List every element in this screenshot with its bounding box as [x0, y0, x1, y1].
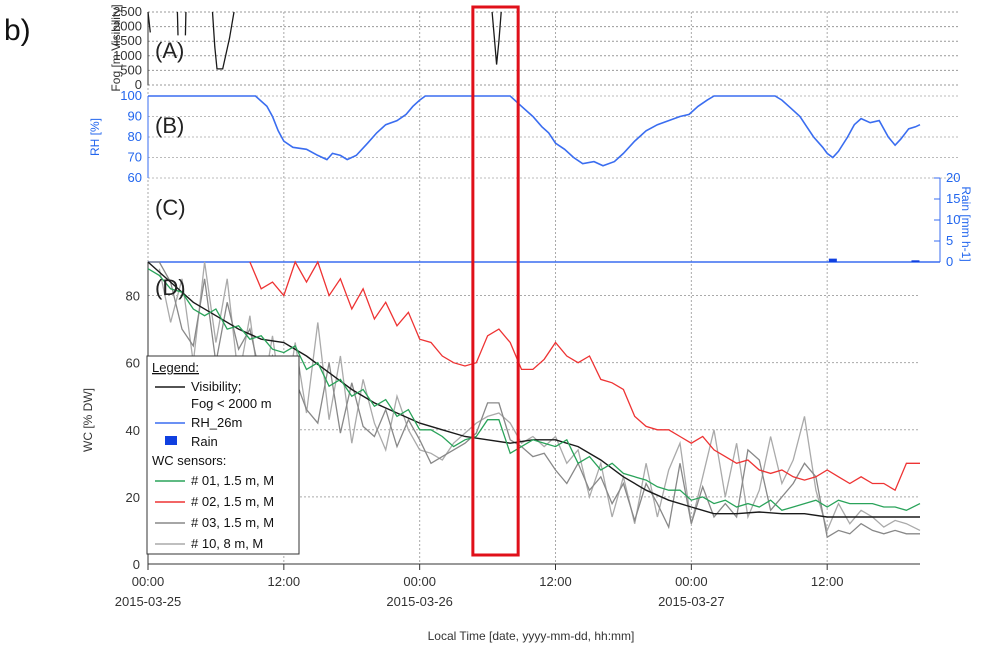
wc-axis-title: WC [% DW]: [81, 388, 95, 452]
fog-tick-label: 1000: [113, 48, 142, 63]
fog-tick-label: 2500: [113, 4, 142, 19]
rain-bar: [828, 258, 837, 262]
x-tick-time: 12:00: [268, 574, 301, 589]
panel-labels: (A) (B) (C) (D): [155, 38, 186, 300]
wc-tick-label: 0: [133, 557, 140, 572]
rain-tick-label: 20: [946, 170, 960, 185]
highlight-box: [471, 5, 520, 557]
panel-label-d: (D): [155, 275, 186, 300]
x-tick-time: 12:00: [811, 574, 844, 589]
grid-layer: [147, 11, 960, 564]
x-tick-time: 00:00: [403, 574, 436, 589]
legend-group-title: WC sensors:: [152, 453, 226, 468]
x-tick-time: 00:00: [132, 574, 165, 589]
rh-axis-title: RH [%]: [88, 118, 102, 156]
legend-label-s02: # 02, 1.5 m, M: [191, 494, 274, 509]
rh-tick-label: 90: [128, 109, 142, 124]
wc-line-s02: [249, 260, 920, 492]
panel-label-a: (A): [155, 38, 184, 63]
wc-tick-label: 80: [126, 289, 140, 304]
rain-tick-label: 5: [946, 233, 953, 248]
panel-label-c: (C): [155, 195, 186, 220]
figure-label: b): [4, 14, 31, 47]
rh-line: [148, 95, 921, 167]
visibility-fog-line: [211, 11, 235, 70]
wc-line-s01: [147, 268, 921, 512]
rh-tick-label: 100: [120, 88, 142, 103]
x-tick-date: 2015-03-25: [115, 594, 182, 609]
x-tick-date: 2015-03-26: [386, 594, 453, 609]
rain-tick-label: 0: [946, 254, 953, 269]
x-tick-time: 12:00: [539, 574, 572, 589]
x-tick-time: 00:00: [675, 574, 708, 589]
rh-tick-label: 60: [128, 170, 142, 185]
fog-tick-label: 500: [120, 62, 142, 77]
fog-tick-label: 2000: [113, 19, 142, 34]
fog-axis-title: Fog [m Visibility]: [109, 4, 123, 91]
rain-axis-title: Rain [mm h-1]: [959, 186, 973, 261]
panel-label-b: (B): [155, 113, 184, 138]
legend-label-rain: Rain: [191, 434, 218, 449]
legend-swatch-rain: [165, 436, 177, 445]
rh-tick-label: 70: [128, 150, 142, 165]
axis-titles: Fog [m Visibility] RH [%] Rain [mm h-1] …: [81, 4, 973, 643]
legend-label2-visibility: Fog < 2000 m: [191, 396, 272, 411]
visibility-fog-line: [176, 11, 179, 36]
series-layer: [147, 11, 921, 539]
legend-label-s03: # 03, 1.5 m, M: [191, 515, 274, 530]
fog-tick-label: 0: [135, 77, 142, 92]
visibility-fog-line: [491, 11, 502, 65]
legend-label-s01: # 01, 1.5 m, M: [191, 473, 274, 488]
wc-tick-label: 20: [126, 490, 140, 505]
rain-tick-label: 10: [946, 212, 960, 227]
x-tick-date: 2015-03-27: [658, 594, 725, 609]
visibility-fog-line: [147, 11, 151, 33]
fog-tick-label: 1500: [113, 33, 142, 48]
legend-label-rh: RH_26m: [191, 415, 242, 430]
legend-label-s10: # 10, 8 m, M: [191, 536, 263, 551]
legend: Legend: Visibility; Fog < 2000 m RH_26m Rain…: [146, 355, 300, 555]
wc-tick-label: 40: [126, 423, 140, 438]
legend-box: [146, 355, 300, 555]
x-axis-title: Local Time [date, yyyy-mm-dd, hh:mm]: [428, 629, 635, 643]
legend-label-visibility: Visibility;: [191, 379, 241, 394]
visibility-fog-line: [184, 11, 187, 36]
rh-tick-label: 80: [128, 129, 142, 144]
wc-tick-label: 60: [126, 356, 140, 371]
legend-title: Legend:: [152, 360, 199, 375]
rain-bar: [911, 260, 920, 262]
rain-tick-label: 15: [946, 191, 960, 206]
